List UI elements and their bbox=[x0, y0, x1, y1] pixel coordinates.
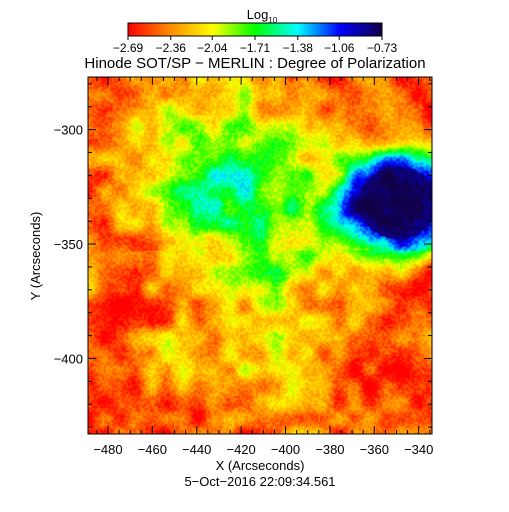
x-tick-label: −420 bbox=[226, 442, 255, 457]
colorbar-tick-label: −2.36 bbox=[156, 41, 187, 55]
colorbar-tick-label: −2.04 bbox=[197, 41, 228, 55]
colorbar-label: Log10 bbox=[247, 7, 278, 25]
x-tick-label: −360 bbox=[360, 442, 389, 457]
x-tick-label: −460 bbox=[138, 442, 167, 457]
y-axis: −400 −350 −300 bbox=[54, 83, 432, 428]
y-tick-label: −300 bbox=[54, 123, 83, 138]
colorbar-tick-label: −1.06 bbox=[324, 41, 355, 55]
y-tick-label: −350 bbox=[54, 237, 83, 252]
chart-title: Hinode SOT/SP − MERLIN : Degree of Polar… bbox=[84, 55, 425, 72]
x-tick-label: −400 bbox=[271, 442, 300, 457]
plot-frame bbox=[87, 76, 433, 435]
colorbar-gradient bbox=[127, 22, 383, 37]
colorbar-tick-label: −1.38 bbox=[283, 41, 314, 55]
heatmap-image bbox=[88, 77, 432, 434]
y-tick-label: −400 bbox=[54, 351, 83, 366]
x-tick-label: −480 bbox=[93, 442, 122, 457]
colorbar-tick-label: −0.73 bbox=[367, 41, 398, 55]
colorbar-ticks: −2.69 −2.36 −2.04 −1.71 −1.38 −1.06 −0.73 bbox=[113, 36, 398, 55]
colorbar: Log10 −2.69 −2.36 −2.04 −1.71 −1.38 −1.06 −0.7… bbox=[113, 7, 398, 55]
x-axis: −480 −460 −440 −420 −400 −380 −360 −340 bbox=[93, 77, 433, 457]
x-tick-label: −340 bbox=[404, 442, 433, 457]
x-tick-label: −380 bbox=[315, 442, 344, 457]
x-tick-label: −440 bbox=[182, 442, 211, 457]
polarization-map bbox=[88, 77, 432, 434]
colorbar-tick-label: −1.71 bbox=[240, 41, 271, 55]
y-axis-label: Y (Arcseconds) bbox=[28, 212, 43, 301]
timestamp-footer: 5−Oct−2016 22:09:34.561 bbox=[184, 474, 335, 489]
x-axis-label: X (Arcseconds) bbox=[216, 458, 305, 473]
colorbar-tick-label: −2.69 bbox=[113, 41, 144, 55]
